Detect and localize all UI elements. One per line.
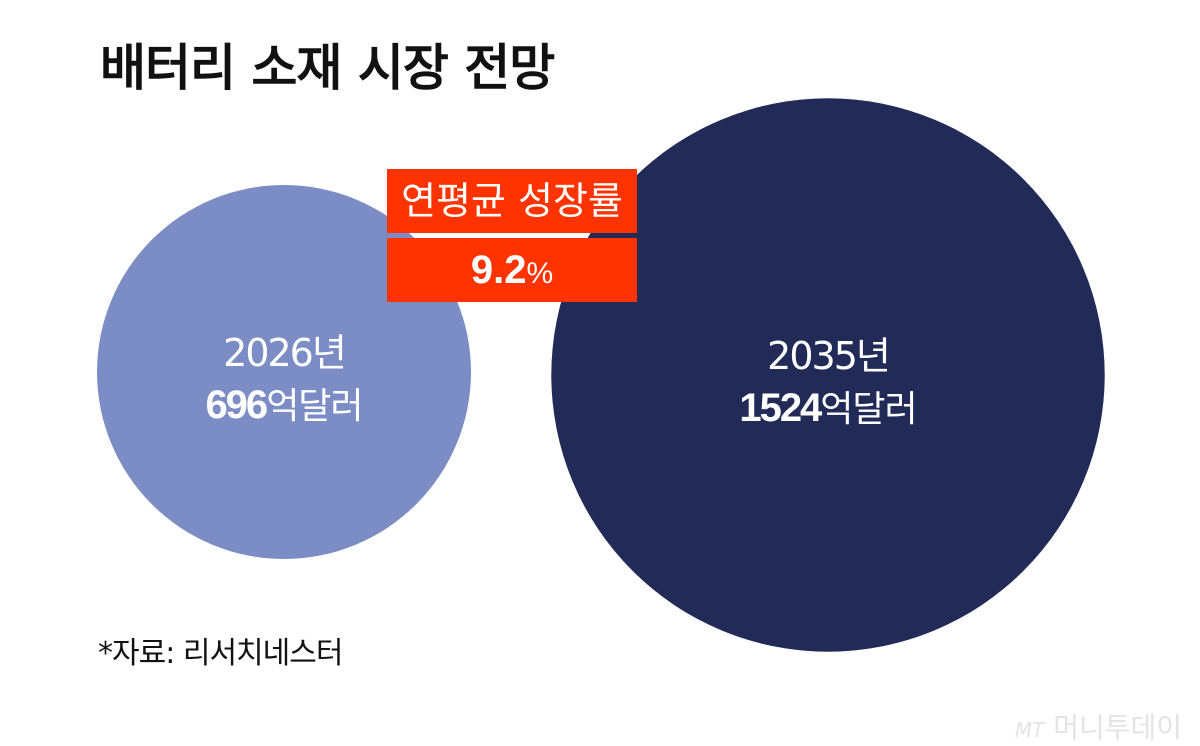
chart-title: 배터리 소재 시장 전망 xyxy=(100,39,555,97)
logo-mark: MT xyxy=(1014,718,1045,742)
cagr-label: 연평균 성장률 xyxy=(387,169,637,233)
bubble-unit: 억달러 xyxy=(820,389,917,430)
bubble-label-2035: 2035년 1524억달러 xyxy=(739,325,917,432)
bubble-value: 696 xyxy=(205,383,268,427)
bubble-label-2026: 2026년 696억달러 xyxy=(205,322,363,429)
bubble-2026 xyxy=(97,185,471,559)
cagr-unit: % xyxy=(526,257,554,290)
source-note: *자료: 리서치네스터 xyxy=(98,636,343,671)
bubble-year: 2035년 xyxy=(767,334,891,378)
bubble-year: 2026년 xyxy=(223,331,347,375)
bubble-2035 xyxy=(551,98,1105,652)
cagr-value: 9.2 xyxy=(470,248,527,292)
bubble-value: 1524 xyxy=(739,386,822,430)
logo-name: 머니투데이 xyxy=(1053,711,1182,744)
cagr-value-box: 9.2% xyxy=(387,238,637,302)
publisher-logo: MT 머니투데이 xyxy=(1015,706,1182,746)
bubble-unit: 억달러 xyxy=(266,386,363,427)
